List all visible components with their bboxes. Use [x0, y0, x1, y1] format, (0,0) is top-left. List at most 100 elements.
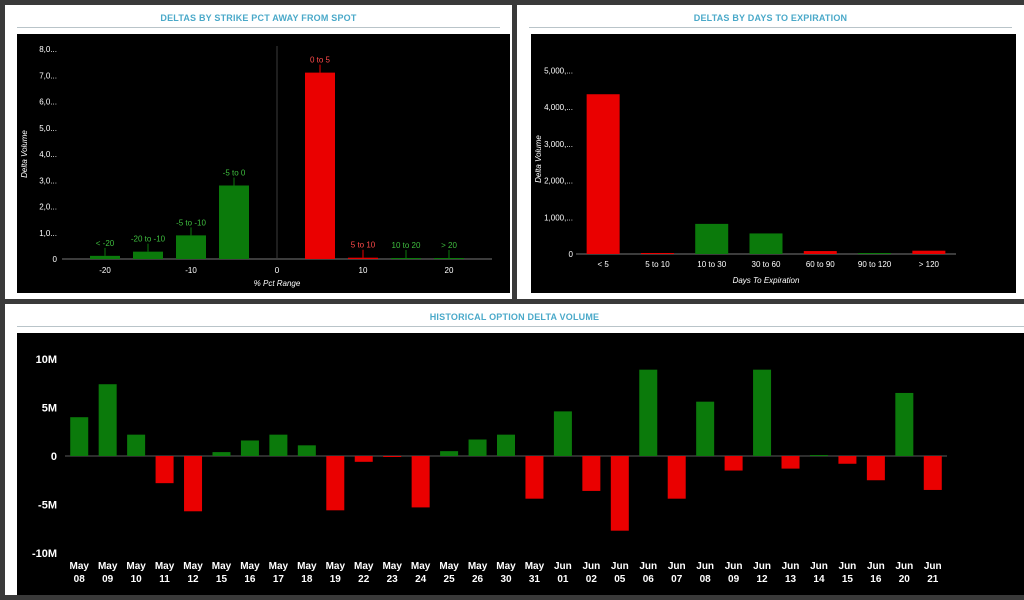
history-x-tick-month: May [212, 561, 232, 572]
days-x-tick-label: 10 to 30 [697, 260, 726, 269]
strike-y-axis-title: Delta Volume [20, 130, 29, 178]
history-y-tick-label: 0 [51, 451, 57, 463]
history-x-tick-month: May [354, 561, 374, 572]
history-x-tick-month: May [496, 561, 516, 572]
history-x-tick-day: 16 [870, 574, 882, 585]
history-bar [383, 456, 402, 457]
history-x-tick-month: Jun [867, 561, 885, 572]
history-x-tick-day: 26 [472, 574, 484, 585]
days-x-tick-label: 60 to 90 [806, 260, 835, 269]
history-y-tick-label: -5M [38, 500, 57, 512]
days-panel-title: DELTAS BY DAYS TO EXPIRATION [693, 13, 848, 23]
history-x-tick-month: May [240, 561, 260, 572]
history-bar [155, 456, 174, 484]
history-x-tick-month: Jun [554, 561, 572, 572]
strike-bar [90, 255, 120, 259]
history-x-tick-day: 12 [187, 574, 199, 585]
days-chart: 0 1,000,... 2,000,... 3,000,... 4,000,... 5,0… [534, 66, 956, 285]
strike-bar-label: 10 to 20 [392, 241, 421, 250]
strike-chart: 0 1,0... 2,0... 3,0... 4,0... 5,0... 6,0... 7,0… [20, 45, 492, 288]
history-x-tick-month: May [326, 561, 346, 572]
days-y-tick-label: 0 [569, 250, 574, 259]
days-x-tick-label: > 120 [919, 260, 940, 269]
days-x-tick-label: < 5 [597, 260, 609, 269]
history-x-tick-month: May [439, 561, 459, 572]
strike-bar [133, 251, 163, 259]
history-x-tick-month: Jun [696, 561, 714, 572]
history-x-tick-day: 16 [244, 574, 256, 585]
history-x-tick-day: 24 [415, 574, 427, 585]
history-x-tick-day: 18 [301, 574, 313, 585]
strike-bar-label: 5 to 10 [351, 241, 376, 250]
history-x-tick-day: 07 [671, 574, 683, 585]
history-x-tick-day: 25 [444, 574, 456, 585]
strike-x-tick-label: 0 [275, 266, 280, 275]
history-x-tick-month: Jun [895, 561, 913, 572]
history-x-tick-month: Jun [725, 561, 743, 572]
history-bar [269, 434, 288, 456]
history-bar [895, 392, 914, 456]
history-x-tick-month: May [126, 561, 146, 572]
history-chart-area: 10M 5M 0 -5M -10M May 08 May 09 May 10 May 11 May 12 Ma… [17, 333, 1024, 595]
history-bar [610, 456, 629, 531]
history-bar [326, 456, 345, 511]
history-x-tick-month: May [525, 561, 545, 572]
history-bar [497, 434, 515, 456]
strike-bar-label: -5 to 0 [223, 169, 246, 178]
days-bar [586, 94, 620, 254]
history-x-tick-day: 05 [614, 574, 626, 585]
history-bar [553, 411, 572, 456]
history-bar [240, 440, 259, 456]
strike-bar [176, 235, 206, 259]
strike-x-tick-label: 10 [359, 266, 368, 275]
history-bar [866, 456, 885, 481]
strike-bar [305, 72, 335, 259]
history-x-tick-month: May [382, 561, 402, 572]
history-bar [667, 456, 686, 499]
strike-bar-label: > 20 [441, 241, 457, 250]
days-x-tick-label: 5 to 10 [645, 260, 670, 269]
days-panel: DELTAS BY DAYS TO EXPIRATION 0 1,000,... 2… [517, 5, 1024, 299]
history-bar [354, 456, 373, 462]
history-bar [525, 456, 544, 499]
days-y-tick-label: 4,000,... [544, 103, 573, 112]
days-x-axis-title: Days To Expiration [733, 276, 800, 285]
strike-y-tick-label: 2,0... [39, 203, 57, 212]
strike-bar [434, 258, 464, 259]
days-y-tick-label: 3,000,... [544, 140, 573, 149]
history-x-tick-day: 31 [529, 574, 541, 585]
history-x-tick-month: May [411, 561, 431, 572]
history-x-tick-month: Jun [668, 561, 686, 572]
history-x-tick-month: Jun [810, 561, 828, 572]
history-x-tick-day: 11 [159, 574, 170, 585]
strike-panel-title: DELTAS BY STRIKE PCT AWAY FROM SPOT [160, 13, 357, 23]
history-x-tick-day: 15 [216, 574, 228, 585]
history-x-tick-month: May [468, 561, 488, 572]
history-bar [468, 439, 487, 456]
history-bar [696, 401, 715, 456]
history-y-tick-label: 5M [42, 403, 57, 415]
strike-y-tick-label: 1,0... [39, 229, 57, 238]
strike-x-axis-title: % Pct Range [254, 279, 301, 288]
strike-y-tick-label: 4,0... [39, 150, 57, 159]
history-bar [809, 455, 828, 457]
history-x-tick-month: Jun [924, 561, 942, 572]
history-x-tick-day: 22 [358, 574, 370, 585]
history-bar [70, 417, 89, 456]
history-x-tick-day: 02 [586, 574, 598, 585]
days-x-tick-label: 30 to 60 [752, 260, 781, 269]
history-bar [639, 369, 658, 456]
strike-x-tick-label: 20 [445, 266, 454, 275]
strike-x-tick-label: -10 [185, 266, 197, 275]
history-x-tick-month: Jun [582, 561, 600, 572]
days-x-tick-label: 90 to 120 [858, 260, 892, 269]
days-bar [803, 251, 837, 254]
history-bar [781, 456, 800, 469]
strike-bar [219, 185, 249, 259]
history-panel-title: HISTORICAL OPTION DELTA VOLUME [429, 312, 600, 322]
days-y-tick-label: 5,000,... [544, 66, 573, 75]
strike-bar-label: -5 to -10 [176, 218, 206, 227]
strike-y-tick-label: 0 [53, 255, 58, 264]
history-bar [212, 452, 231, 456]
history-y-tick-label: 10M [36, 354, 57, 366]
